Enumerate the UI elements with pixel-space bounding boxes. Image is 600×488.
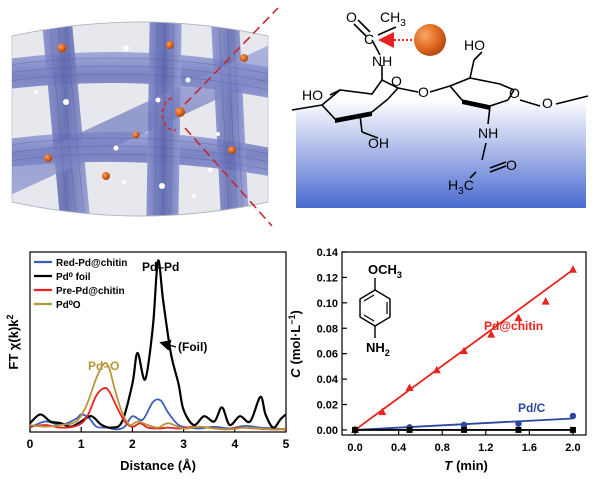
- legend-label: Pd⁰O: [56, 300, 81, 311]
- c-top: C: [364, 31, 374, 47]
- exafs-y-axis-label: FT χ(k)k2: [5, 314, 21, 369]
- exafs-series: [29, 259, 287, 431]
- annotation-pd-pd: Pd–Pd: [142, 260, 179, 274]
- kinetics-x-tick-label: 1.2: [478, 442, 493, 454]
- kinetics-y-tick-label: 0.00: [317, 425, 338, 437]
- foil-arrow: [159, 339, 177, 351]
- exafs-series-line: [29, 362, 287, 431]
- kinetics-series: [351, 265, 577, 434]
- exafs-x-tick-label: 4: [231, 437, 238, 451]
- ch3-label: CH3: [380, 9, 406, 29]
- kinetics-y-tick-label: 0.02: [317, 400, 338, 412]
- kinetics-point-square: [515, 426, 522, 433]
- exafs-x-tick-label: 1: [78, 437, 85, 451]
- exafs-x-tick-label: 2: [129, 437, 136, 451]
- exafs-x-tick-label: 0: [27, 437, 34, 451]
- kinetics-y-tick-label: 0.12: [317, 272, 338, 284]
- pd-c-label: Pd/C: [518, 401, 546, 415]
- kinetics-x-tick-label: 0.0: [347, 442, 362, 454]
- annotation-pd-o: Pd–O: [88, 359, 119, 373]
- kinetics-point-triangle: [541, 297, 550, 305]
- pd-nanoparticles: [44, 41, 248, 180]
- o-carbonyl-top: O: [346, 9, 357, 25]
- och3-label: OCH3: [368, 262, 402, 280]
- exafs-legend: Red-Pd@chitin Pd⁰ foil Pre-Pd@chitin Pd⁰O: [34, 258, 127, 311]
- kinetics-point-circle: [460, 421, 468, 429]
- kinetics-chart: 0.000.020.040.060.080.100.120.14 0.0 0.4 0…: [287, 247, 587, 473]
- zoom-line-bottom: [184, 127, 273, 227]
- pd-nanoparticle-large: [414, 24, 446, 56]
- zoom-highlight-circle: [161, 97, 177, 132]
- nh-bottom: NH: [478, 125, 498, 141]
- kinetics-y-tick-label: 0.04: [317, 374, 339, 386]
- substrate-surface: [296, 100, 586, 208]
- exafs-plot-frame: [29, 251, 287, 433]
- exafs-x-tick-label: 5: [283, 437, 290, 451]
- o-ring-right: O: [509, 85, 520, 101]
- exafs-x-axis-label: Distance (Å): [120, 458, 196, 473]
- o-ring-left: O: [391, 73, 402, 89]
- pd-chitin-label: Pd@chitin: [484, 319, 543, 333]
- kinetics-point-triangle: [405, 383, 414, 391]
- o-bridge: O: [418, 84, 429, 100]
- kinetics-y-tick-label: 0.08: [317, 323, 338, 335]
- annotation-foil: (Foil): [178, 340, 207, 354]
- fiber-mesh-illustration: [11, 7, 279, 227]
- kinetics-point-triangle: [378, 407, 387, 416]
- kinetics-point-triangle: [568, 265, 577, 273]
- kinetics-x-tick-label: 0.4: [391, 442, 407, 454]
- chitin-structure: O C CH3 NH HO HO O O O O OH NH O H3C: [291, 9, 589, 208]
- nh-top: NH: [372, 53, 392, 69]
- exafs-x-ticks: 0 1 2 3 4 5: [27, 427, 290, 451]
- exafs-x-tick-label: 3: [180, 437, 187, 451]
- kinetics-x-axis-label: T (min): [444, 458, 488, 473]
- o-carbonyl-bottom: O: [506, 157, 517, 173]
- kinetics-point-triangle: [487, 330, 496, 338]
- kinetics-point-circle: [569, 412, 577, 420]
- h3c-label: H3C: [448, 177, 474, 197]
- kinetics-y-tick-label: 0.06: [317, 349, 338, 361]
- oh-bottom-left: OH: [368, 135, 389, 151]
- kinetics-y-axis-label: C(mol·L−1): [287, 310, 303, 378]
- exafs-chart: 0 1 2 3 4 5 Distance (Å) FT χ(k)k2 Red-Pd@chi…: [5, 251, 290, 473]
- kinetics-point-triangle: [514, 313, 523, 322]
- kinetics-point-square: [352, 426, 359, 433]
- kinetics-point-triangle: [460, 346, 468, 355]
- kinetics-x-tick-label: 2.0: [565, 442, 580, 454]
- legend-label: Pre-Pd@chitin: [56, 286, 125, 297]
- kinetics-plot-frame: [341, 251, 587, 436]
- kinetics-y-tick-label: 0.10: [317, 298, 338, 310]
- nh2-label: NH2: [366, 340, 390, 358]
- legend-label: Red-Pd@chitin: [56, 258, 127, 269]
- ho-top-right: HO: [464, 37, 485, 53]
- kinetics-point-circle: [515, 420, 522, 427]
- kinetics-x-ticks: 0.0 0.4 0.8 1.2 1.6 2.0: [347, 430, 581, 454]
- kinetics-x-tick-label: 0.8: [435, 442, 450, 454]
- kinetics-point-square: [406, 426, 413, 433]
- p-anisidine-structure: OCH3 NH2: [359, 262, 402, 358]
- ho-left: HO: [302, 87, 323, 103]
- kinetics-point-square: [569, 426, 576, 433]
- legend-label: Pd⁰ foil: [56, 272, 91, 283]
- exafs-series-line: [29, 259, 287, 429]
- kinetics-point-square: [461, 426, 467, 433]
- kinetics-x-tick-label: 1.6: [522, 442, 537, 454]
- zoom-line-top: [184, 7, 279, 105]
- kinetics-y-tick-label: 0.14: [317, 247, 339, 259]
- kinetics-y-ticks: 0.00 0.02 0.04 0.06 0.08 0.10 0.12 0.14: [317, 247, 347, 437]
- o-tail: O: [542, 95, 553, 111]
- white-dots: [34, 45, 220, 198]
- kinetics-point-triangle: [432, 365, 441, 374]
